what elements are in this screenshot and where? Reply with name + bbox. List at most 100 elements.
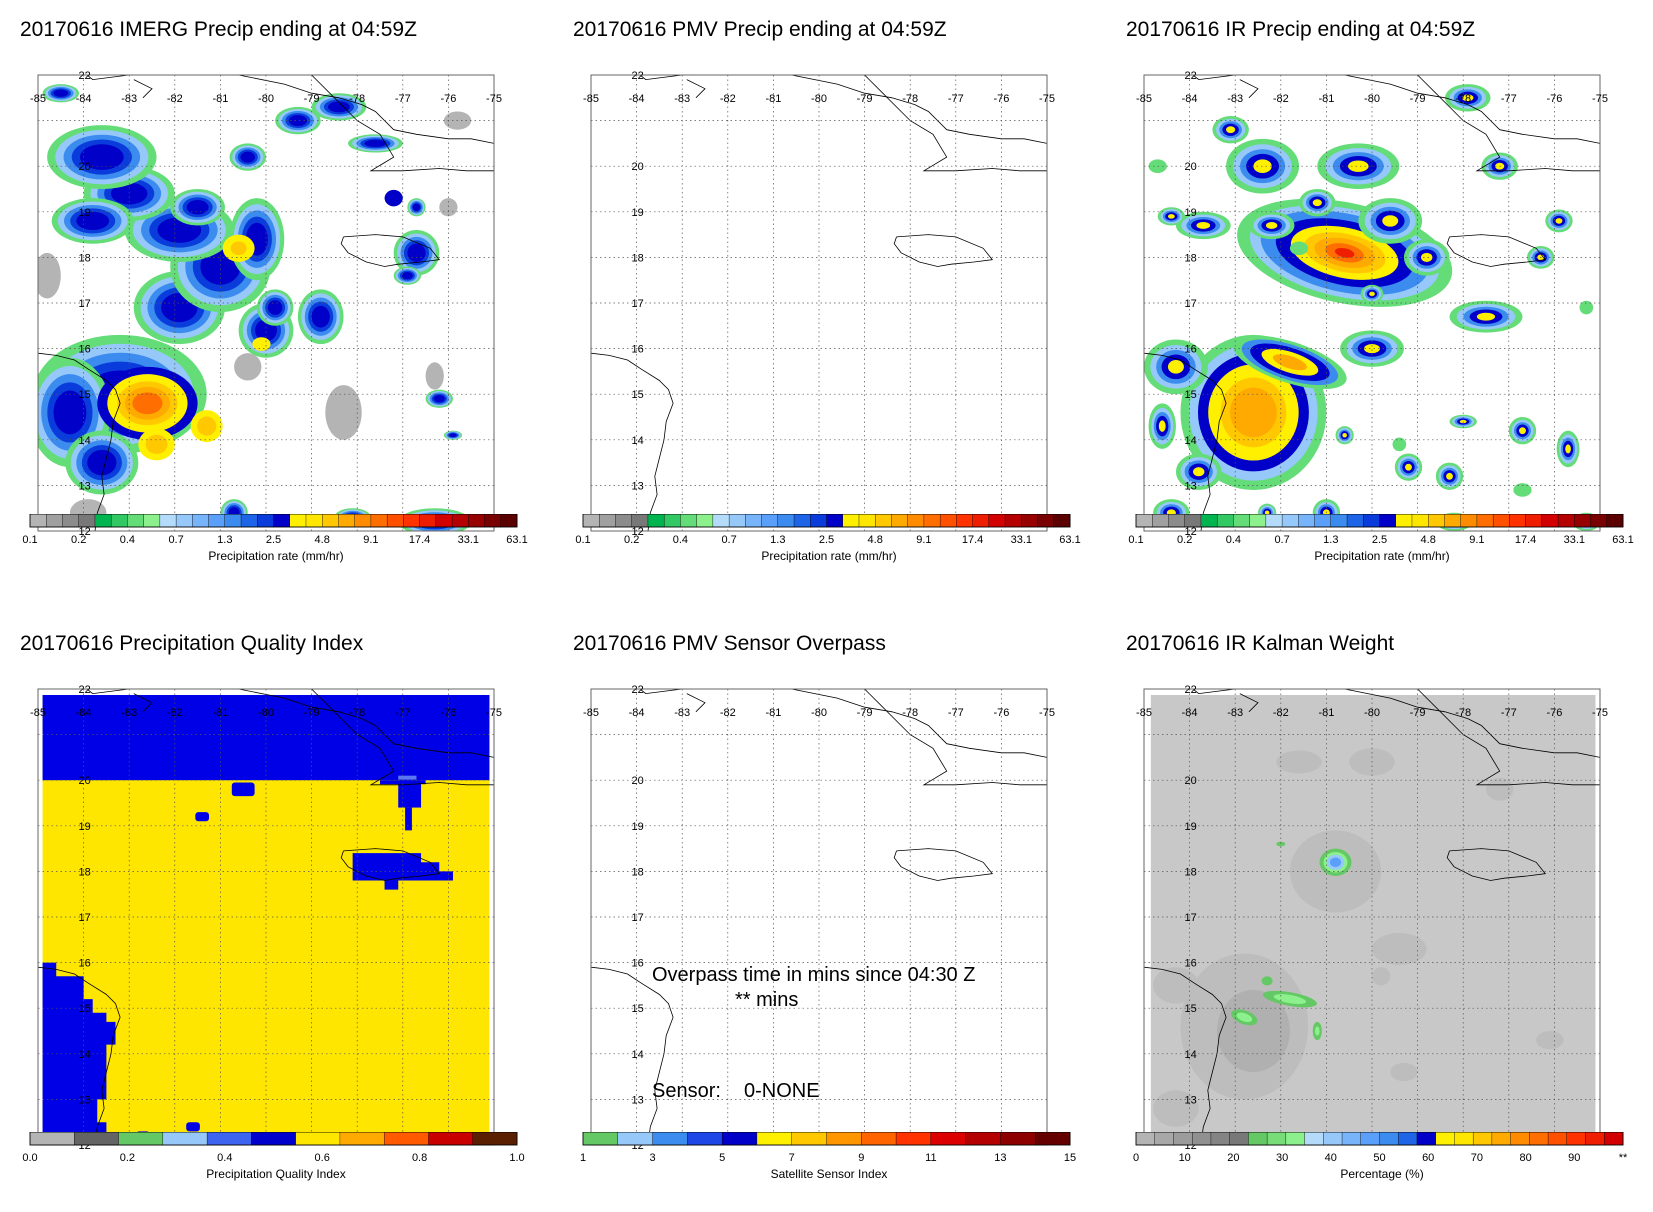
colorbar-tick-label: 0.0 bbox=[22, 1152, 37, 1164]
lat-tick-label: 14 bbox=[1184, 1049, 1196, 1061]
map-data-layer bbox=[1150, 695, 1596, 1143]
precip-cell bbox=[1579, 300, 1594, 315]
colorbar-swatch bbox=[29, 514, 47, 528]
lon-tick-label: -81 bbox=[212, 707, 228, 719]
colorbar: 0 10 20 30 40 50 60 70 80 90 ** bbox=[1133, 1132, 1628, 1164]
colorbar-swatch bbox=[1000, 1132, 1036, 1146]
lon-tick-label: -85 bbox=[1136, 93, 1152, 105]
precip-cell bbox=[433, 395, 445, 403]
lon-tick-label: -76 bbox=[1546, 707, 1562, 719]
colorbar-swatch bbox=[907, 514, 925, 528]
colorbar-frame bbox=[582, 514, 1071, 528]
colorbar-swatch bbox=[1152, 514, 1169, 528]
precip-cell bbox=[311, 305, 330, 328]
colorbar-frame bbox=[29, 1132, 518, 1146]
lat-tick-label: 18 bbox=[78, 866, 90, 878]
lat-tick-label: 14 bbox=[1184, 435, 1196, 447]
colorbar-frame bbox=[29, 514, 518, 528]
colorbar-swatch bbox=[930, 1132, 967, 1146]
colorbar-swatch bbox=[1590, 514, 1608, 528]
colorbar-swatch bbox=[1529, 1132, 1549, 1146]
lon-tick-label: -80 bbox=[1364, 93, 1380, 105]
precip-cell bbox=[1312, 199, 1322, 207]
colorbar-title: Precipitation Quality Index bbox=[206, 1167, 346, 1181]
colorbar-swatch bbox=[875, 514, 892, 528]
map-plot: -85 -84 -83 -82 -81 -80 -79 -78 -77 -76 -75 22 20 19 1… bbox=[30, 684, 502, 1152]
lon-tick-label: -77 bbox=[948, 93, 964, 105]
precip-cell bbox=[1405, 463, 1412, 471]
colorbar-swatch bbox=[208, 514, 226, 528]
lon-tick-label: -75 bbox=[486, 707, 502, 719]
lat-tick-label: 14 bbox=[631, 1049, 643, 1061]
lon-tick-label: -83 bbox=[674, 93, 690, 105]
colorbar-swatch bbox=[251, 1132, 297, 1146]
colorbar-title: Precipitation rate (mm/hr) bbox=[208, 549, 344, 563]
lon-tick-label: -83 bbox=[121, 93, 137, 105]
colorbar-tick-label: 2.5 bbox=[1372, 534, 1387, 546]
colorbar-swatch bbox=[1053, 514, 1071, 528]
coastline-jamaica bbox=[340, 234, 441, 267]
panel-ir-precip: 20170616 IR Precip ending at 04:59Z -85-… bbox=[1126, 18, 1638, 578]
colorbar: 0.1 0.2 0.4 0.7 1.3 2.5 4.8 9.1 17.4 33.1 63.1 bbox=[575, 514, 1081, 546]
lat-tick-label: 19 bbox=[631, 821, 643, 833]
precip-cell bbox=[1167, 214, 1175, 219]
lat-tick-label: 15 bbox=[631, 389, 643, 401]
colorbar-swatch bbox=[599, 514, 616, 528]
panel-title: 20170616 IMERG Precip ending at 04:59Z bbox=[20, 18, 417, 41]
colorbar-swatch bbox=[793, 514, 811, 528]
precip-cell bbox=[1226, 126, 1236, 134]
colorbar-swatch bbox=[1363, 514, 1380, 528]
colorbar-swatch bbox=[273, 514, 291, 528]
colorbar-tick-label: 2.5 bbox=[819, 534, 834, 546]
lat-tick-label: 19 bbox=[78, 821, 90, 833]
precip-cell bbox=[384, 189, 403, 207]
precip-cell bbox=[87, 449, 117, 476]
colorbar-swatch bbox=[895, 1132, 932, 1146]
colorbar-swatch bbox=[1191, 1132, 1212, 1146]
lon-tick-label: -77 bbox=[1501, 707, 1517, 719]
colorbar-swatch bbox=[988, 514, 1006, 528]
colorbar-tick-label: 15 bbox=[1064, 1152, 1076, 1164]
colorbar-swatch bbox=[728, 514, 746, 528]
colorbar-tick-label: 17.4 bbox=[1515, 534, 1536, 546]
coastline-jamaica bbox=[893, 848, 994, 881]
colorbar-swatch bbox=[1585, 1132, 1605, 1146]
coastline-central-america bbox=[1144, 966, 1227, 1145]
lon-tick-label: -77 bbox=[395, 707, 411, 719]
colorbar-tick-label: 4.8 bbox=[315, 534, 330, 546]
colorbar-swatch bbox=[1248, 1132, 1268, 1146]
coastline-cuba-south bbox=[1417, 75, 1600, 172]
colorbar-swatch bbox=[1557, 514, 1575, 528]
kalman-region bbox=[1372, 932, 1427, 965]
lon-tick-label: -83 bbox=[1227, 707, 1243, 719]
colorbar-tick-label: 0.6 bbox=[315, 1152, 330, 1164]
panel-title: 20170616 PMV Precip ending at 04:59Z bbox=[573, 18, 947, 41]
lon-tick-label: -77 bbox=[1501, 93, 1517, 105]
colorbar-swatch bbox=[1435, 1132, 1455, 1146]
colorbar-tick-label: 0.4 bbox=[673, 534, 688, 546]
colorbar-tick-label: 40 bbox=[1325, 1152, 1337, 1164]
precip-cell bbox=[53, 390, 87, 435]
colorbar-swatch bbox=[1154, 1132, 1174, 1146]
precip-cell bbox=[1392, 437, 1407, 452]
precip-cell bbox=[412, 203, 421, 211]
colorbar-swatch bbox=[756, 1132, 793, 1146]
panel-precip-quality-index: 20170616 Precipitation Quality Index -85… bbox=[20, 632, 532, 1202]
colorbar-swatch bbox=[46, 514, 63, 528]
colorbar-swatch bbox=[1398, 1132, 1418, 1146]
lon-tick-label: -80 bbox=[258, 707, 274, 719]
colorbar-swatch bbox=[435, 514, 453, 528]
colorbar-swatch bbox=[956, 514, 974, 528]
lat-tick-label: 16 bbox=[631, 958, 643, 970]
lon-tick-label: -79 bbox=[1410, 93, 1426, 105]
lat-tick-label: 17 bbox=[1184, 298, 1196, 310]
lon-tick-label: -81 bbox=[1318, 93, 1334, 105]
precip-cell bbox=[197, 416, 217, 436]
lon-tick-label: -78 bbox=[349, 707, 365, 719]
lat-tick-label: 14 bbox=[631, 435, 643, 447]
lon-tick-label: -77 bbox=[395, 93, 411, 105]
colorbar-swatch bbox=[631, 514, 649, 528]
colorbar-swatch bbox=[162, 1132, 208, 1146]
lat-tick-label: 18 bbox=[1184, 252, 1196, 264]
colorbar-swatch bbox=[791, 1132, 827, 1146]
